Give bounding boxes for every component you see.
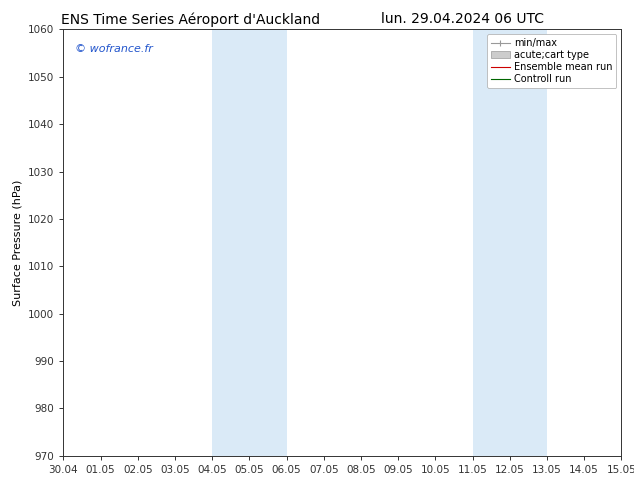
Text: ENS Time Series Aéroport d'Auckland: ENS Time Series Aéroport d'Auckland bbox=[61, 12, 320, 27]
Y-axis label: Surface Pressure (hPa): Surface Pressure (hPa) bbox=[13, 179, 23, 306]
Bar bbox=[212, 29, 287, 456]
Bar bbox=[472, 29, 547, 456]
Text: © wofrance.fr: © wofrance.fr bbox=[75, 44, 152, 54]
Legend: min/max, acute;cart type, Ensemble mean run, Controll run: min/max, acute;cart type, Ensemble mean … bbox=[487, 34, 616, 88]
Text: lun. 29.04.2024 06 UTC: lun. 29.04.2024 06 UTC bbox=[381, 12, 545, 26]
